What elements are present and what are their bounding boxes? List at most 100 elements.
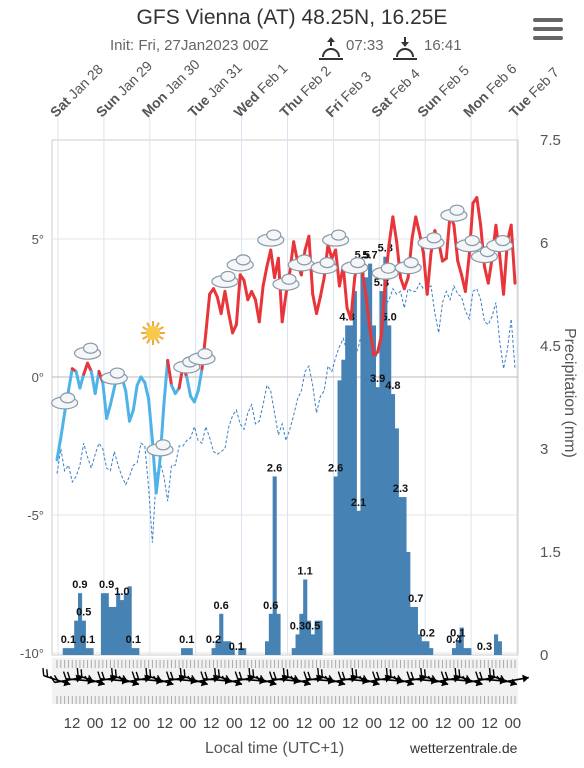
precip-bar [348, 325, 354, 655]
precip-bar [268, 613, 273, 655]
credit-text[interactable]: wetterzentrale.de [410, 740, 518, 756]
precip-bar [306, 620, 312, 655]
hour-tick: 12 [156, 715, 173, 732]
temperature-segment [315, 295, 322, 316]
temperature-segment [154, 458, 162, 495]
temperature-segment [242, 278, 250, 302]
temperature-segment [55, 436, 63, 462]
precip-bar [291, 648, 296, 655]
cloud-icon [310, 257, 338, 275]
temperature-segment [78, 372, 86, 390]
temperature-segment [128, 408, 135, 423]
precip-bar [108, 606, 113, 655]
precip-bar [467, 648, 472, 655]
precip-bar [383, 256, 388, 655]
right-axis-tick: 7.5 [540, 132, 561, 149]
precip-bar [226, 641, 231, 655]
temperature-segment [376, 334, 383, 354]
precip-bar [463, 648, 468, 655]
precip-bar [238, 648, 243, 655]
precip-bar [497, 641, 502, 655]
precip-bar [188, 648, 193, 655]
precip-bar [116, 593, 121, 655]
precip-label: 2.6 [267, 462, 282, 474]
hour-tick: 00 [365, 715, 382, 732]
precip-bar [352, 291, 357, 655]
cloud-icon [272, 273, 300, 291]
precip-bar [119, 600, 125, 655]
temperature-segment [234, 273, 242, 327]
hour-tick: 12 [481, 715, 498, 732]
precip-bar [364, 277, 369, 655]
temperature-segment [425, 251, 433, 296]
precip-bar [379, 291, 384, 655]
precip-bar [368, 263, 373, 655]
precip-label: 0.1 [80, 634, 95, 646]
hamburger-menu-icon[interactable] [533, 18, 563, 44]
temperature-segment [250, 289, 257, 302]
precip-bar [387, 325, 392, 655]
temperature-segment [166, 358, 173, 387]
precip-bar [310, 634, 315, 655]
dewpoint-line [56, 282, 516, 543]
temperature-segment [162, 358, 170, 407]
temperature-segment [341, 265, 349, 310]
temperature-segment [59, 411, 67, 440]
precip-label: 0.1 [450, 627, 465, 639]
precip-bar [89, 648, 94, 655]
temperature-segment [86, 361, 93, 373]
hour-tick: 00 [226, 715, 243, 732]
plot-frame [51, 139, 519, 656]
wind-barb [393, 674, 426, 684]
temperature-segment [318, 276, 326, 299]
hour-tick: 00 [180, 715, 197, 732]
precip-bar [265, 641, 270, 655]
hour-tick: 00 [133, 715, 150, 732]
precip-bar [181, 648, 186, 655]
precip-bar [406, 552, 411, 655]
precip-label: 0.5 [305, 620, 320, 632]
left-axis-tick: 0° [32, 370, 44, 385]
temperature-segment [227, 312, 235, 335]
temperature-segment [452, 223, 460, 263]
precip-bar [81, 620, 86, 655]
precip-label: 5.0 [381, 311, 396, 323]
precip-bar [417, 634, 422, 655]
hour-tick: 12 [203, 715, 220, 732]
temperature-segment [349, 276, 357, 321]
precip-bar [402, 497, 407, 655]
hour-tick: 12 [342, 715, 359, 732]
precip-label: 0.5 [76, 607, 91, 619]
temperature-segment [261, 265, 269, 288]
precip-bar [272, 476, 277, 655]
precip-bar [303, 579, 308, 655]
precip-bar [135, 648, 140, 655]
temperature-segment [185, 375, 193, 398]
hour-tick: 12 [64, 715, 81, 732]
wind-barb [256, 674, 289, 684]
hour-tick: 00 [87, 715, 104, 732]
precip-bar [429, 648, 434, 655]
precip-label: 2.1 [351, 497, 366, 509]
chart-title: GFS Vienna (AT) 48.25N, 16.25E [136, 6, 448, 29]
precip-label: 5.8 [378, 243, 393, 255]
wind-barb [187, 674, 220, 684]
wind-barb [118, 674, 152, 684]
precip-bar [410, 606, 415, 655]
temperature-segment [360, 270, 368, 299]
precip-bar [127, 586, 132, 655]
sunset-time: 16:41 [424, 37, 462, 54]
wind-barb [84, 674, 117, 684]
precip-label: 0.6 [213, 600, 228, 612]
precip-label: 0.3 [477, 641, 492, 653]
hour-tick: 12 [110, 715, 127, 732]
cloud-icon [146, 439, 174, 457]
precip-bar [333, 476, 338, 655]
cloud-icon [322, 229, 350, 247]
sunrise-time: 07:33 [346, 37, 384, 54]
precip-bar [494, 634, 499, 655]
wind-barb [359, 674, 392, 684]
temperature-segment [223, 289, 231, 316]
temperature-segment [204, 292, 212, 335]
precip-label: 0.1 [229, 641, 244, 653]
